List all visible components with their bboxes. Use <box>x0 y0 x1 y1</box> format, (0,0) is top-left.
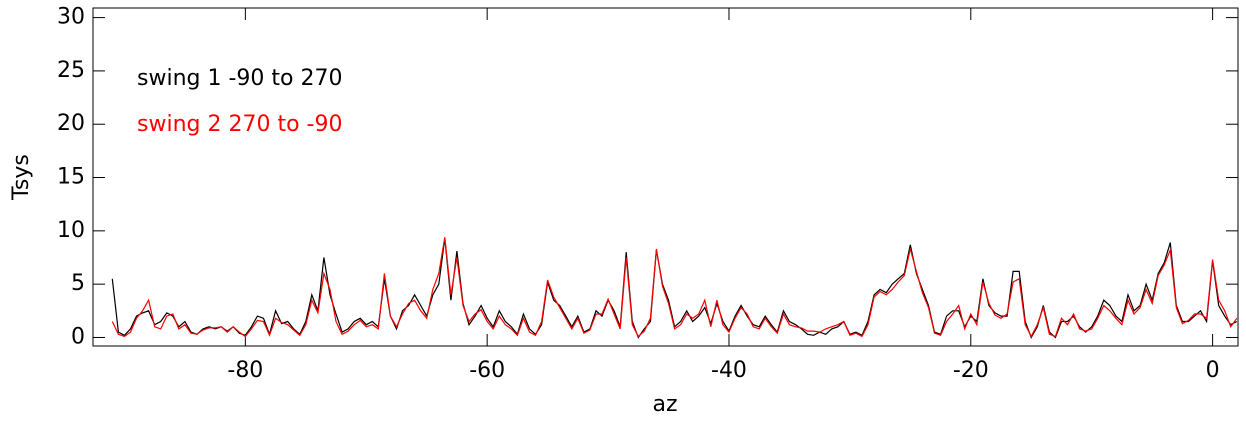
legend-entry: swing 1 -90 to 270 <box>137 66 342 91</box>
data-line <box>111 237 1238 338</box>
x-tick-label: -80 <box>227 358 263 383</box>
x-tick-label: 0 <box>1206 358 1220 383</box>
x-tick-label: -40 <box>711 358 747 383</box>
y-tick-label: 5 <box>71 271 85 296</box>
y-tick-label: 10 <box>57 218 85 243</box>
plot-frame <box>92 7 1239 347</box>
y-tick-label: 15 <box>57 165 85 190</box>
y-tick-label: 20 <box>57 111 85 136</box>
x-tick-label: -20 <box>953 358 989 383</box>
y-tick-label: 0 <box>71 324 85 349</box>
x-axis-label: az <box>652 392 677 417</box>
y-tick-label: 25 <box>57 58 85 83</box>
x-tick-label: -60 <box>469 358 505 383</box>
y-axis-label: Tsys <box>9 154 34 201</box>
y-tick-label: 30 <box>57 5 85 30</box>
legend-entry: swing 2 270 to -90 <box>137 112 342 137</box>
